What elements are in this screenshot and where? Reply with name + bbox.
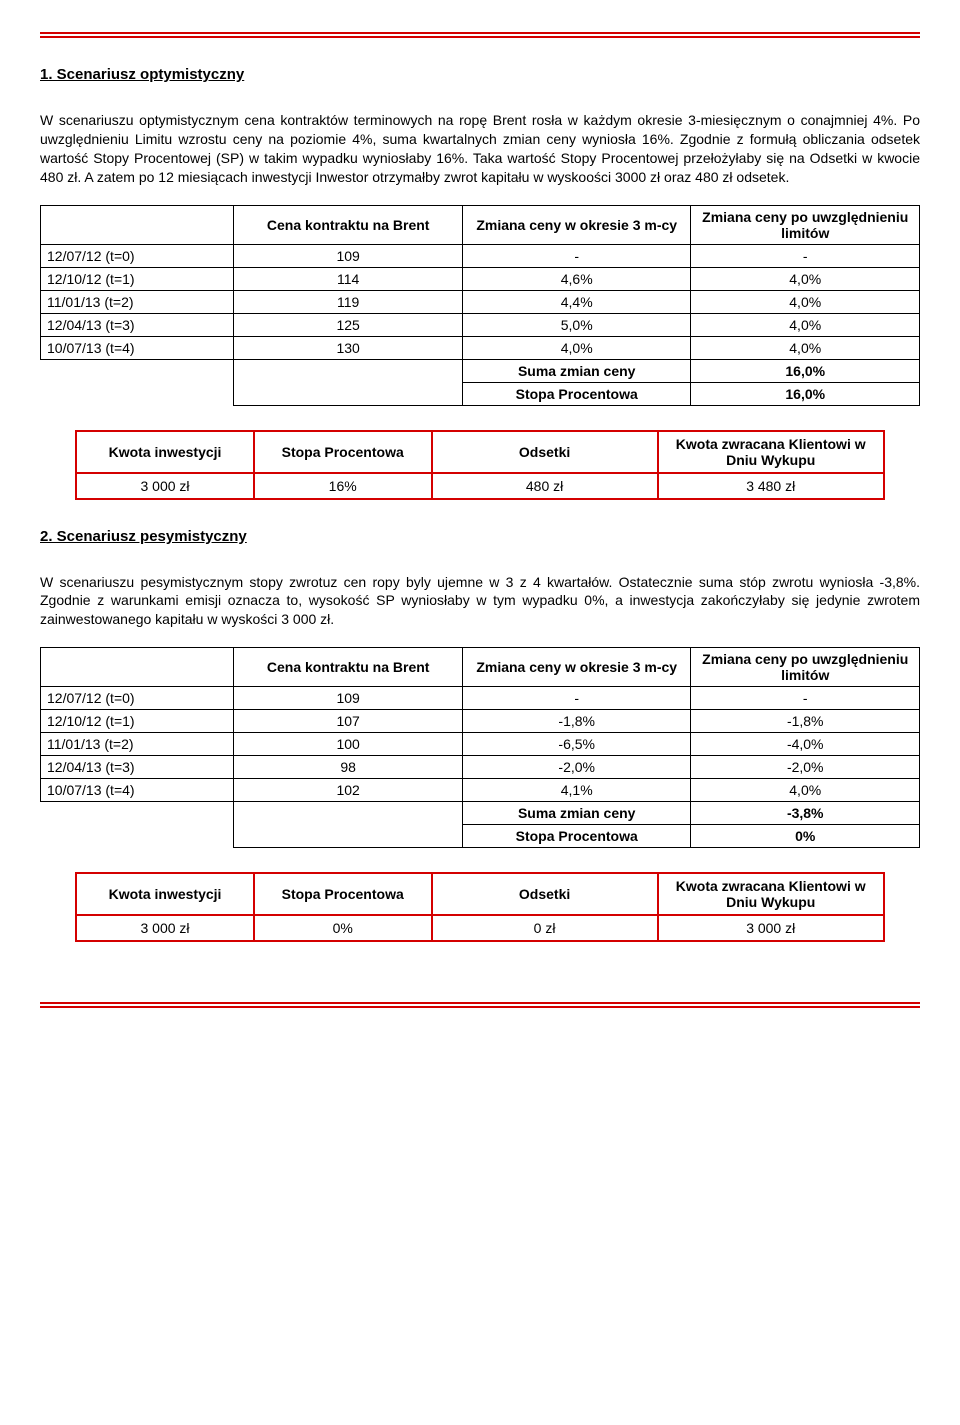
section2-title: 2. Scenariusz pesymistyczny	[40, 528, 920, 545]
top-rule-2	[40, 36, 920, 38]
s1-th-3: Zmiana ceny po uwzględnieniu limitów	[691, 205, 920, 244]
s2-th-2: Zmiana ceny w okresie 3 m-cy	[462, 648, 691, 687]
bottom-rule-pair	[40, 1002, 920, 1008]
table-row: 12/10/12 (t=1)1144,6%4,0%	[41, 267, 920, 290]
section1-title: 1. Scenariusz optymistyczny	[40, 66, 920, 83]
table-row: 10/07/13 (t=4)1024,1%4,0%	[41, 779, 920, 802]
s1-th-1: Cena kontraktu na Brent	[234, 205, 463, 244]
table-row: 3 000 zł 0% 0 zł 3 000 zł	[76, 915, 884, 941]
table-row: 12/07/12 (t=0)109--	[41, 244, 920, 267]
bottom-rule-1	[40, 1002, 920, 1004]
table-sum-row: Suma zmian ceny-3,8%	[41, 802, 920, 825]
table-row: 11/01/13 (t=2)100-6,5%-4,0%	[41, 733, 920, 756]
s1-inv-h1: Stopa Procentowa	[254, 431, 432, 473]
s2-inv-h0: Kwota inwestycji	[76, 873, 254, 915]
table-row: 11/01/13 (t=2)1194,4%4,0%	[41, 290, 920, 313]
table-row: 12/07/12 (t=0)109--	[41, 687, 920, 710]
s2-inv-h3: Kwota zwracana Klientowi w Dniu Wykupu	[658, 873, 884, 915]
s1-inv-h3: Kwota zwracana Klientowi w Dniu Wykupu	[658, 431, 884, 473]
top-rule-1	[40, 32, 920, 34]
table-sum-row: Suma zmian ceny16,0%	[41, 359, 920, 382]
s2-th-1: Cena kontraktu na Brent	[234, 648, 463, 687]
section1-inv-table: Kwota inwestycji Stopa Procentowa Odsetk…	[75, 430, 885, 500]
table-sp-row: Stopa Procentowa0%	[41, 825, 920, 848]
s1-inv-h2: Odsetki	[432, 431, 658, 473]
s2-th-0	[41, 648, 234, 687]
table-row: 12/10/12 (t=1)107-1,8%-1,8%	[41, 710, 920, 733]
section2-paragraph: W scenariuszu pesymistycznym stopy zwrot…	[40, 573, 920, 630]
table-sp-row: Stopa Procentowa16,0%	[41, 382, 920, 405]
s1-th-0	[41, 205, 234, 244]
s2-inv-h1: Stopa Procentowa	[254, 873, 432, 915]
section1-data-table: Cena kontraktu na Brent Zmiana ceny w ok…	[40, 205, 920, 406]
table-row: 3 000 zł 16% 480 zł 3 480 zł	[76, 473, 884, 499]
s2-inv-h2: Odsetki	[432, 873, 658, 915]
table-row: 10/07/13 (t=4)1304,0%4,0%	[41, 336, 920, 359]
table-row: 12/04/13 (t=3)98-2,0%-2,0%	[41, 756, 920, 779]
s2-th-3: Zmiana ceny po uwzględnieniu limitów	[691, 648, 920, 687]
s1-inv-h0: Kwota inwestycji	[76, 431, 254, 473]
table-row: 12/04/13 (t=3)1255,0%4,0%	[41, 313, 920, 336]
bottom-rule-2	[40, 1006, 920, 1008]
section2-inv-table: Kwota inwestycji Stopa Procentowa Odsetk…	[75, 872, 885, 942]
top-rule-pair	[40, 32, 920, 38]
s1-th-2: Zmiana ceny w okresie 3 m-cy	[462, 205, 691, 244]
section2-data-table: Cena kontraktu na Brent Zmiana ceny w ok…	[40, 647, 920, 848]
section1-paragraph: W scenariuszu optymistycznym cena kontra…	[40, 111, 920, 187]
